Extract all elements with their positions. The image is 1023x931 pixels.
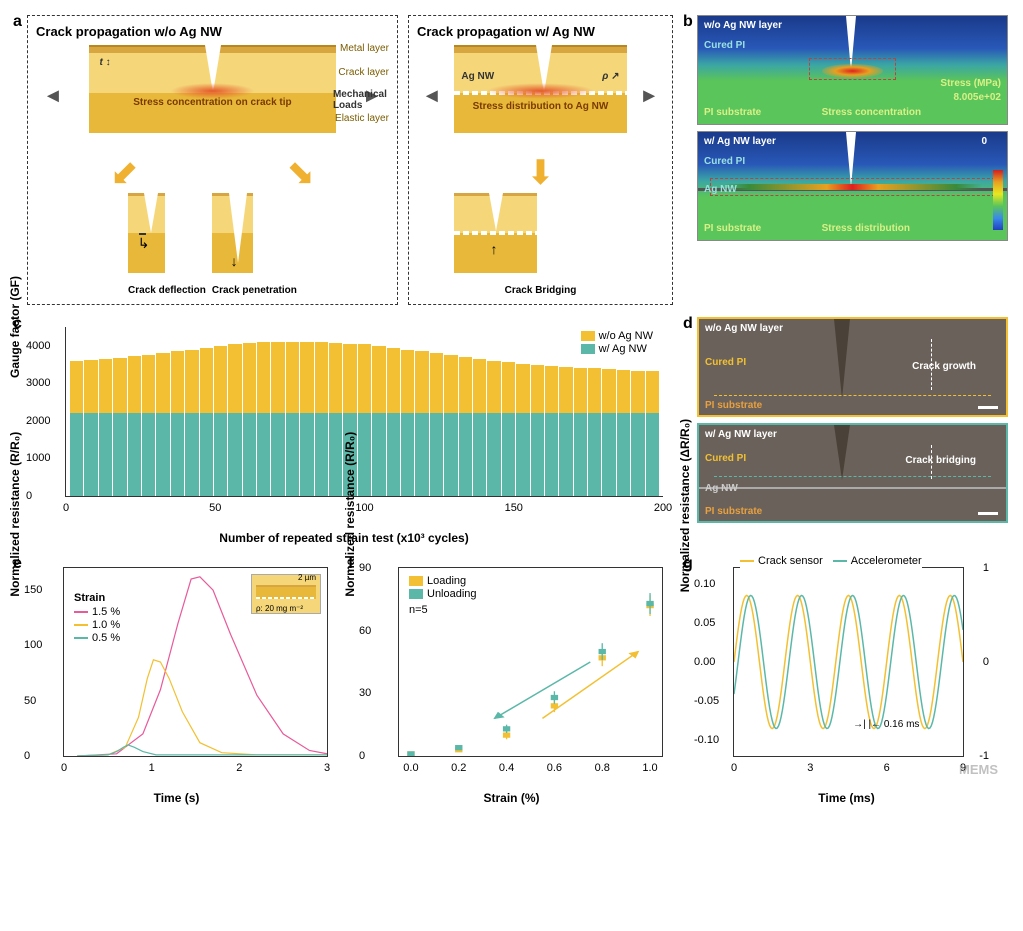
lbl-mech: Mechanical Loads: [333, 89, 393, 111]
d-bot-l1: Cured PI: [705, 453, 746, 464]
lbl-t: t ↕: [100, 57, 111, 68]
panel-label-f: f: [348, 555, 353, 573]
cap-deflection: Crack deflection: [128, 285, 206, 296]
g-delay: 0.16 ms: [884, 719, 920, 730]
e-legend-title: Strain: [74, 592, 120, 604]
sim-w-agnw: w/ Ag NW layer Cured PI Ag NW PI substra…: [697, 131, 1008, 241]
lbl-crack: Crack layer: [338, 67, 389, 78]
panel-label-g: g: [683, 555, 693, 573]
panel-a: a Crack propagation w/o Ag NW Metal laye…: [15, 15, 673, 305]
cap-bridging: Crack Bridging: [454, 285, 627, 296]
sem-w-agnw: w/ Ag NW layer Cured PI Ag NW PI substra…: [697, 423, 1008, 523]
b-bot-title: w/ Ag NW layer: [704, 136, 776, 147]
colorbar: [993, 170, 1003, 230]
d-top-title: w/o Ag NW layer: [705, 323, 783, 334]
lbl-rho: ρ: [602, 71, 608, 82]
b-bot-l2: Ag NW: [704, 184, 737, 195]
panel-label-c: c: [13, 315, 22, 333]
d-top-l2: PI substrate: [705, 400, 762, 411]
down-arrow-icon: ⬇: [526, 154, 555, 192]
sim-wo-agnw: w/o Ag NW layer Cured PI PI substrate St…: [697, 15, 1008, 125]
f-xlabel: Strain (%): [350, 791, 673, 805]
panel-label-e: e: [13, 555, 22, 573]
d-top-cap: Crack growth: [912, 361, 976, 372]
title-w: Crack propagation w/ Ag NW: [417, 24, 664, 39]
schematic-w-agnw: Crack propagation w/ Ag NW Ag NW ρ ↗ ◄ ►…: [408, 15, 673, 305]
b-bot-l3: PI substrate: [704, 223, 761, 234]
f-legend: Loading Unloading n=5: [409, 574, 477, 616]
lbl-stress-dist: Stress distribution to Ag NW: [461, 101, 619, 112]
down-arrow-icon: ⬋: [110, 153, 139, 193]
f-plot-area: Loading Unloading n=5 03060900.00.20.40.…: [398, 567, 663, 757]
e-plot-area: Strain 1.5 % 1.0 % 0.5 % 2 µm ρ: 20 mg m…: [63, 567, 328, 757]
d-top-l1: Cured PI: [705, 357, 746, 368]
lbl-elastic: Elastic layer: [335, 113, 389, 124]
g-legend: Crack sensor Accelerometer: [740, 554, 922, 568]
panel-label-a: a: [13, 13, 22, 31]
panel-label-d: d: [683, 315, 693, 333]
g-plot-area: Crack sensor Accelerometer →| |← 0.16 ms…: [733, 567, 964, 757]
c-plot-area: w/o Ag NW w/ Ag NW 010002000300040000501…: [65, 327, 663, 497]
panel-f: f Normalized resistance (R/R₀) Loading U…: [350, 557, 673, 805]
f-n-label: n=5: [409, 604, 477, 616]
lbl-agnw: Ag NW: [461, 71, 494, 82]
e-inset: 2 µm ρ: 20 mg m⁻²: [251, 574, 321, 614]
b-stress-min: 0: [981, 136, 987, 147]
watermark: MEMS: [959, 762, 998, 777]
b-stress-label: Stress (MPa): [940, 78, 1001, 89]
legend-w: w/ Ag NW: [599, 343, 647, 355]
legend-wo: w/o Ag NW: [599, 330, 653, 342]
panel-label-b: b: [683, 13, 693, 31]
b-bot-l1: Cured PI: [704, 156, 745, 167]
e-xlabel: Time (s): [15, 791, 338, 805]
cap-penetration: Crack penetration: [212, 285, 297, 296]
g-xlabel: Time (ms): [685, 791, 1008, 805]
b-top-cap: Stress concentration: [822, 107, 921, 118]
schematic-wo-agnw: Crack propagation w/o Ag NW Metal layer …: [27, 15, 398, 305]
scalebar: [978, 406, 998, 409]
b-bot-cap: Stress distribution: [822, 223, 910, 234]
b-top-l2: PI substrate: [704, 107, 761, 118]
panel-e: e Normalized resistance (R/R₀) Strain 1.…: [15, 557, 338, 805]
d-bot-l2: Ag NW: [705, 483, 738, 494]
b-stress-max: 8.005e+02: [953, 92, 1001, 103]
arrow-left: ◄: [43, 85, 63, 108]
d-bot-title: w/ Ag NW layer: [705, 429, 777, 440]
scalebar: [978, 512, 998, 515]
title-wo: Crack propagation w/o Ag NW: [36, 24, 389, 39]
b-top-l1: Cured PI: [704, 40, 745, 51]
e-legend: Strain 1.5 % 1.0 % 0.5 %: [74, 592, 120, 645]
d-bot-cap: Crack bridging: [905, 455, 976, 466]
d-bot-l3: PI substrate: [705, 506, 762, 517]
lbl-stress-tip: Stress concentration on crack tip: [121, 97, 305, 108]
panel-d: d w/o Ag NW layer Cured PI PI substrate …: [685, 317, 1008, 545]
lbl-metal: Metal layer: [340, 43, 389, 54]
sem-wo-agnw: w/o Ag NW layer Cured PI PI substrate Cr…: [697, 317, 1008, 417]
down-arrow-icon: ⬊: [286, 153, 315, 193]
b-top-title: w/o Ag NW layer: [704, 20, 782, 31]
panel-b: b w/o Ag NW layer Cured PI PI substrate …: [685, 15, 1008, 305]
c-legend: w/o Ag NW w/ Ag NW: [581, 329, 653, 356]
panel-g: g Normalized resistance (ΔR/R₀) Voltage …: [685, 557, 1008, 805]
